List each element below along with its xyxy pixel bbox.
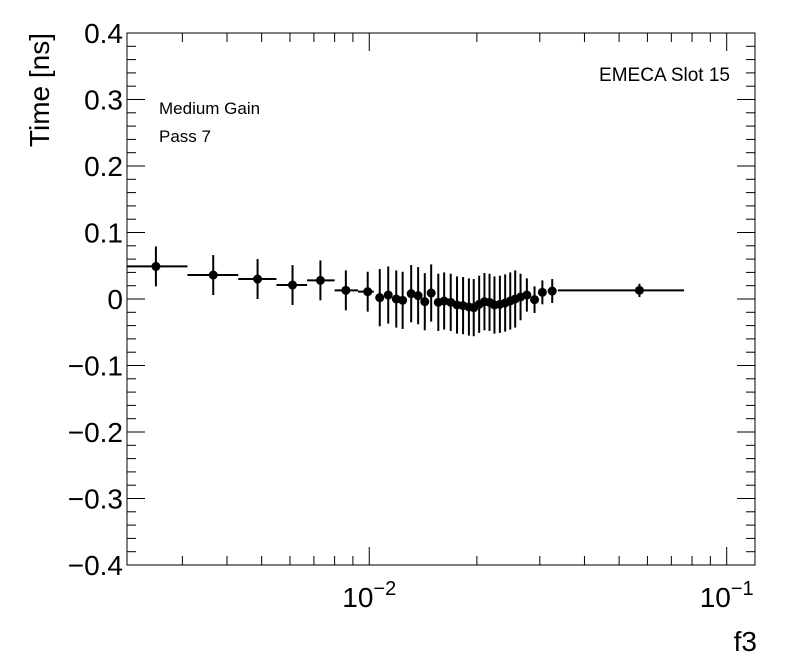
data-point bbox=[537, 280, 547, 305]
annotation-slot: EMECA Slot 15 bbox=[599, 65, 730, 86]
point-marker bbox=[363, 287, 373, 297]
data-point bbox=[557, 283, 685, 298]
data-point bbox=[334, 270, 358, 311]
x-tick-labels: 10−2 10−1 bbox=[342, 578, 753, 613]
point-marker bbox=[341, 285, 351, 295]
point-marker bbox=[426, 288, 436, 298]
x-axis-title: f3 bbox=[734, 626, 757, 657]
data-point bbox=[547, 279, 557, 303]
point-marker bbox=[634, 285, 644, 295]
data-point bbox=[276, 265, 308, 305]
data-point bbox=[383, 266, 393, 324]
point-marker bbox=[522, 290, 532, 300]
y-tick-label: −0.2 bbox=[68, 417, 123, 448]
y-tick-label: −0.3 bbox=[68, 484, 123, 515]
data-point bbox=[530, 286, 540, 313]
point-marker bbox=[288, 280, 298, 290]
data-points bbox=[127, 246, 685, 337]
data-point bbox=[127, 246, 188, 287]
y-tick-labels: 0.4 0.3 0.2 0.1 0 −0.1 −0.2 −0.3 −0.4 bbox=[68, 18, 123, 581]
point-marker bbox=[208, 270, 218, 280]
point-marker bbox=[398, 295, 408, 305]
data-point bbox=[187, 255, 239, 296]
data-point bbox=[307, 260, 335, 301]
y-tick-label: 0 bbox=[107, 284, 123, 315]
y-tick-label: 0.4 bbox=[84, 18, 123, 49]
x-axis-ticks bbox=[181, 33, 728, 565]
point-marker bbox=[375, 293, 385, 303]
y-axis-ticks bbox=[127, 32, 755, 566]
data-point bbox=[420, 273, 430, 331]
y-tick-label: −0.1 bbox=[68, 351, 123, 382]
x-tick-label: 10−2 bbox=[342, 578, 396, 613]
point-marker bbox=[420, 297, 430, 307]
annotation-pass: Pass 7 bbox=[159, 127, 211, 146]
data-point bbox=[522, 278, 532, 312]
y-axis-title: Time [ns] bbox=[24, 33, 55, 147]
y-tick-label: 0.2 bbox=[84, 151, 123, 182]
data-point bbox=[426, 264, 436, 322]
data-point bbox=[446, 273, 456, 331]
data-point bbox=[398, 271, 408, 329]
y-tick-label: 0.1 bbox=[84, 218, 123, 249]
data-point bbox=[357, 271, 374, 312]
y-tick-label: −0.4 bbox=[68, 550, 123, 581]
point-marker bbox=[253, 274, 263, 284]
y-tick-label: 0.3 bbox=[84, 85, 123, 116]
annotation-gain: Medium Gain bbox=[159, 99, 260, 118]
point-marker bbox=[383, 290, 393, 300]
point-marker bbox=[315, 275, 325, 285]
data-point bbox=[375, 269, 385, 327]
point-marker bbox=[547, 286, 557, 296]
data-point bbox=[413, 267, 423, 325]
data-point bbox=[238, 259, 277, 299]
point-marker bbox=[537, 287, 547, 297]
point-marker bbox=[413, 291, 423, 301]
data-point bbox=[406, 265, 416, 323]
point-marker bbox=[406, 289, 416, 299]
x-tick-label: 10−1 bbox=[700, 578, 754, 613]
point-marker bbox=[530, 295, 540, 305]
point-marker bbox=[151, 261, 161, 271]
